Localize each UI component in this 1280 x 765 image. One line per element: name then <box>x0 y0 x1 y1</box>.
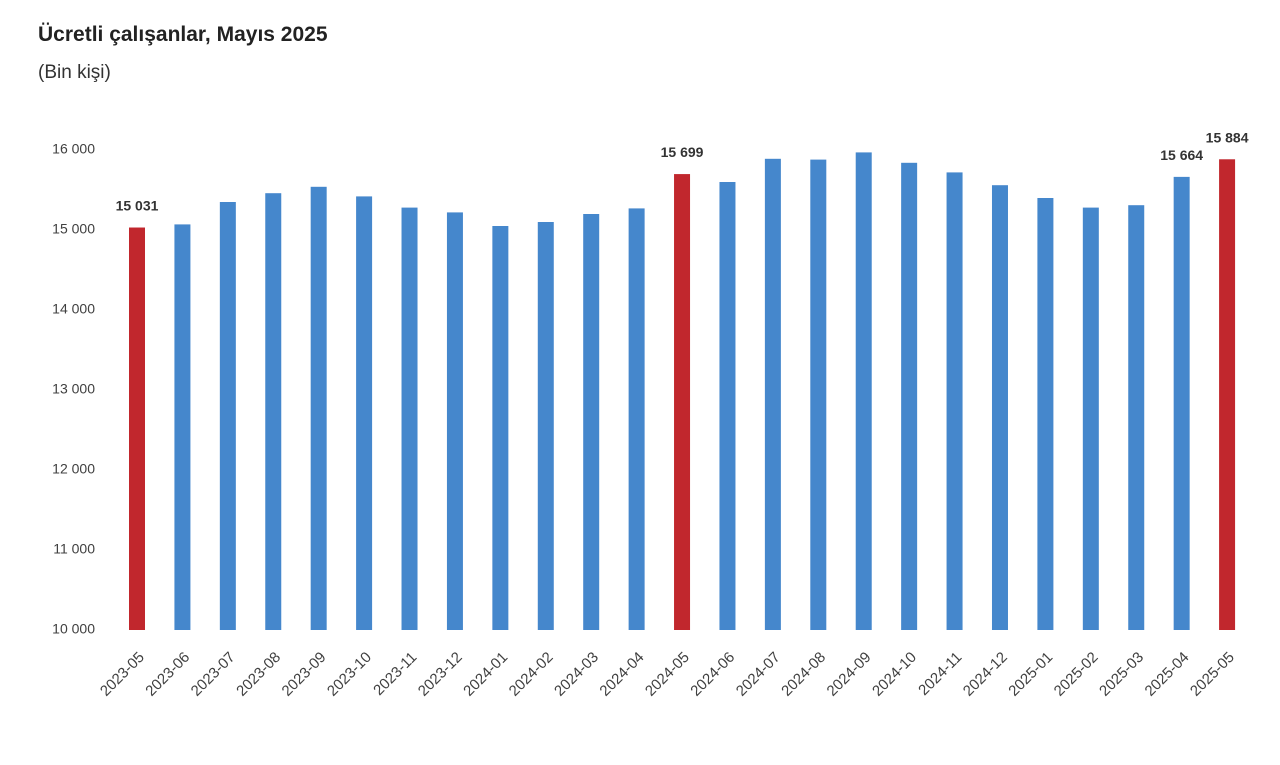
x-tick-label: 2023-08 <box>233 649 284 700</box>
bar-2023-08 <box>265 193 282 630</box>
bar-2023-09 <box>310 186 327 631</box>
x-tick-label: 2024-10 <box>869 649 920 700</box>
bar-2024-07 <box>764 158 781 631</box>
bar-2024-08 <box>810 159 827 630</box>
x-tick-label: 2024-06 <box>687 649 738 700</box>
data-label: 15 664 <box>1160 147 1203 163</box>
x-tick-label: 2023-09 <box>279 649 330 700</box>
x-tick-label: 2024-02 <box>506 649 557 700</box>
bar-2024-04 <box>628 208 645 630</box>
y-tick-label: 11 000 <box>53 541 95 557</box>
bar-2023-12 <box>446 212 463 630</box>
bar-2025-05 <box>1219 159 1236 630</box>
x-tick-label: 2024-07 <box>733 649 784 700</box>
bar-2024-11 <box>946 172 963 630</box>
bar-2023-05 <box>129 227 145 630</box>
bar-2025-01 <box>1037 198 1054 630</box>
x-tick-label: 2024-11 <box>915 649 965 699</box>
bar-2024-05 <box>674 174 691 630</box>
y-tick-label: 15 000 <box>52 221 95 237</box>
bar-2024-02 <box>537 222 554 630</box>
data-label: 15 884 <box>1206 129 1249 145</box>
x-tick-label: 2024-03 <box>551 649 602 700</box>
x-tick-label: 2024-01 <box>460 649 511 700</box>
x-tick-label: 2025-04 <box>1142 649 1193 700</box>
chart-title: Ücretli çalışanlar, Mayıs 2025 <box>38 23 328 46</box>
x-tick-label: 2024-09 <box>824 649 875 700</box>
x-tick-label: 2023-10 <box>324 649 375 700</box>
x-tick-label: 2023-12 <box>415 649 466 700</box>
chart-subtitle: (Bin kişi) <box>38 62 111 83</box>
x-tick-label: 2024-04 <box>596 649 647 700</box>
x-tick-label: 2023-11 <box>370 649 420 699</box>
x-tick-label: 2024-12 <box>960 649 1011 700</box>
bar-2023-07 <box>219 202 236 630</box>
x-tick-label: 2025-01 <box>1005 649 1056 700</box>
bar-2025-04 <box>1173 176 1190 630</box>
bar-2025-02 <box>1082 207 1099 630</box>
x-tick-label: 2025-03 <box>1096 649 1147 700</box>
data-label: 15 699 <box>661 144 704 160</box>
y-tick-label: 13 000 <box>52 381 95 397</box>
x-tick-label: 2025-05 <box>1187 649 1238 700</box>
bar-2023-10 <box>356 196 373 630</box>
y-tick-label: 16 000 <box>52 141 95 157</box>
y-tick-label: 12 000 <box>52 461 95 477</box>
bar-2023-06 <box>174 224 191 630</box>
bar-2024-10 <box>901 162 918 631</box>
x-tick-label: 2023-07 <box>188 649 239 700</box>
y-tick-label: 10 000 <box>52 621 95 637</box>
x-tick-label: 2024-08 <box>778 649 829 700</box>
bar-2024-03 <box>583 214 600 630</box>
bar-2025-03 <box>1128 205 1145 630</box>
x-tick-label: 2023-05 <box>97 649 148 700</box>
bar-2024-06 <box>719 182 736 630</box>
x-tick-label: 2025-02 <box>1051 649 1102 700</box>
x-tick-label: 2024-05 <box>642 649 693 700</box>
bar-2023-11 <box>401 207 418 630</box>
bar-2024-01 <box>492 226 509 630</box>
bar-2024-09 <box>855 152 872 630</box>
data-label: 15 031 <box>116 198 159 214</box>
bar-2024-12 <box>991 185 1008 630</box>
y-tick-label: 14 000 <box>52 301 95 317</box>
x-tick-label: 2023-06 <box>142 649 193 700</box>
